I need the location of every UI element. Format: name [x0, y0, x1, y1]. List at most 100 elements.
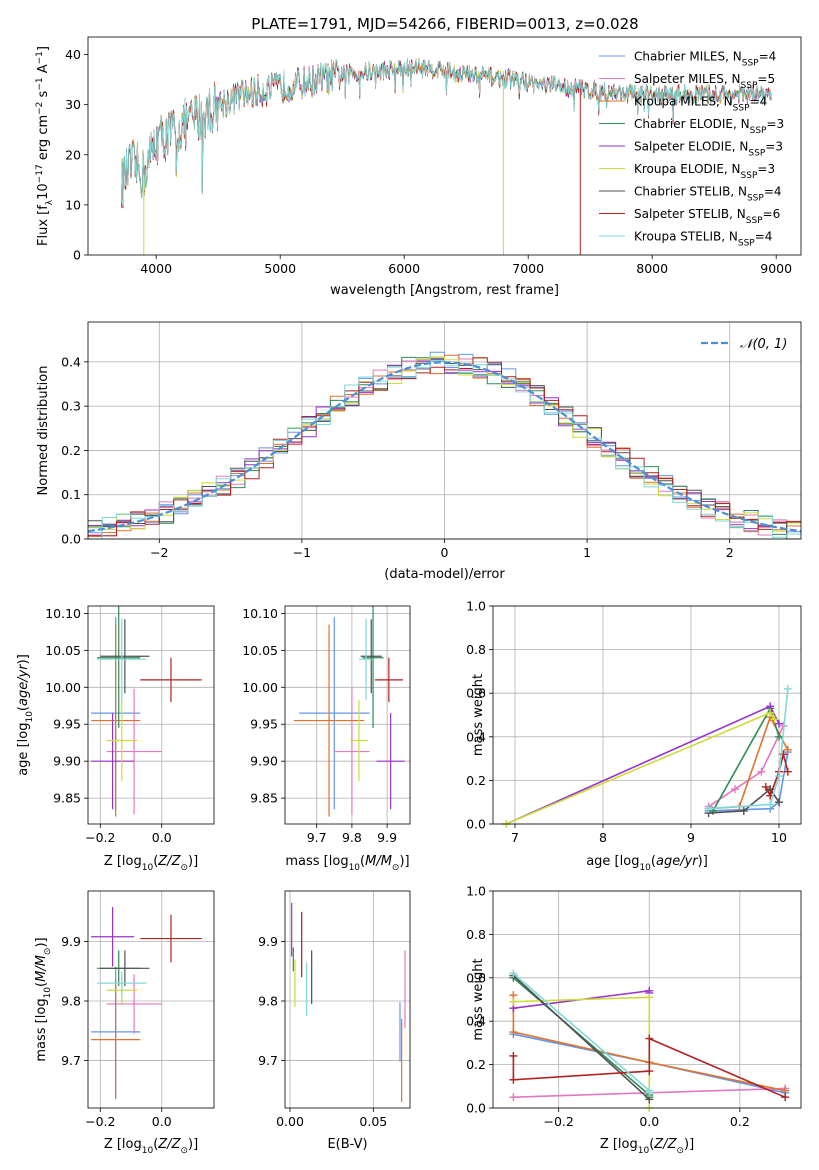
normal-curve [88, 361, 801, 533]
weight-line [513, 996, 651, 1108]
y-tick-label: 9.9 [61, 934, 81, 949]
x-tick-label: 0.0 [152, 1114, 172, 1129]
x-axis-label: (data-model)/error [384, 567, 505, 582]
legend-entry: Chabrier STELIB, NSSP=4 [634, 185, 782, 204]
weight-line [708, 688, 789, 810]
x-tick-label: 8000 [636, 261, 668, 276]
x-tick-label: 0.00 [276, 1114, 304, 1129]
y-tick-label: 20 [65, 147, 81, 162]
residual-histogram-plot: −2 −1 0 1 2 0.0 0.1 0.2 0.3 0.4 (data-model)/error… [36, 321, 802, 582]
y-tick-label: 1.0 [466, 599, 486, 614]
axes-frame [284, 890, 411, 1109]
x-axis-label: Z [log10(Z/Z⊙)] [104, 854, 198, 873]
y-tick-label: 0.4 [466, 1014, 486, 1029]
x-tick-label: 5000 [264, 261, 296, 276]
x-tick-label: 9000 [760, 261, 792, 276]
axes-frame [87, 321, 802, 540]
y-tick-label: 0.8 [466, 642, 486, 657]
x-tick-label: 9.7 [307, 830, 327, 845]
x-tick-label: 9.8 [342, 830, 362, 845]
y-tick-label: 0.0 [61, 532, 81, 547]
legend-entry: Chabrier ELODIE, NSSP=3 [634, 117, 784, 136]
y-tick-label: 9.8 [61, 993, 81, 1008]
weight-line [708, 715, 789, 810]
legend-entry: Kroupa MILES, NSSP=4 [634, 95, 767, 114]
spectrum-line [121, 57, 772, 205]
x-tick-label: 6000 [388, 261, 420, 276]
y-axis-label: mass weight [471, 958, 486, 1040]
y-tick-label: 0.1 [61, 487, 81, 502]
x-tick-label: 0.0 [152, 830, 172, 845]
y-tick-label: 40 [65, 47, 81, 62]
weight-line [512, 975, 650, 1100]
mass-weight-vs-age-plot: 7 8 9 10 0.0 0.2 0.4 0.6 0.8 1.0 mass weight age [l… [466, 599, 802, 873]
y-tick-label: 10.10 [242, 606, 278, 621]
y-tick-label: 9.95 [53, 717, 81, 732]
x-axis-label: Z [log10(Z/Z⊙)] [104, 1137, 198, 1156]
legend-entry: Salpeter ELODIE, NSSP=3 [634, 140, 783, 159]
x-tick-label: 9.9 [377, 830, 397, 845]
legend-entry: Chabrier MILES, NSSP=4 [634, 50, 776, 69]
weight-line [708, 725, 785, 808]
spectrum-legend: Chabrier MILES, NSSP=4 Salpeter MILES, NS… [599, 50, 784, 249]
x-tick-label: 10 [771, 830, 787, 845]
y-tick-label: 0.6 [466, 970, 486, 985]
legend-entry: Salpeter MILES, NSSP=5 [634, 72, 775, 91]
normal-curve-legend-label: 𝒩(0, 1) [740, 337, 787, 352]
y-tick-label: 30 [65, 97, 81, 112]
legend-entry: Kroupa STELIB, NSSP=4 [634, 230, 772, 249]
mass-vs-extinction-plot: 0.00 0.05 9.7 9.8 9.9 E(B-V) [258, 890, 411, 1152]
x-tick-label: 1 [583, 545, 591, 560]
weight-line [512, 995, 786, 1092]
y-tick-label: 0.3 [61, 399, 81, 414]
x-axis-label: mass [log10(M/M⊙)] [285, 854, 409, 873]
y-tick-label: 0 [73, 248, 81, 263]
y-tick-label: 10.05 [242, 643, 278, 658]
x-tick-label: 9 [687, 830, 695, 845]
y-tick-label: 9.85 [53, 791, 81, 806]
x-tick-label: 4000 [140, 261, 172, 276]
y-axis-label: Flux [fλ10−17 erg cm−2 s−1 A−1] [35, 46, 55, 246]
y-tick-label: 9.8 [258, 993, 278, 1008]
y-tick-label: 9.95 [250, 717, 278, 732]
x-tick-label: 0.2 [730, 1114, 750, 1129]
y-axis-label: mass [log10(M/M⊙)] [34, 937, 53, 1061]
x-tick-label: −0.2 [543, 1114, 573, 1129]
y-tick-label: 10.10 [45, 606, 81, 621]
axes-frame [87, 36, 802, 256]
x-tick-label: 0.0 [639, 1114, 659, 1129]
legend-entry: Kroupa ELODIE, NSSP=3 [634, 162, 775, 181]
x-axis-label: wavelength [Angstrom, rest frame] [330, 283, 559, 298]
y-axis-label: mass weight [471, 674, 486, 756]
y-tick-label: 0.0 [466, 817, 486, 832]
y-tick-label: 0.2 [61, 443, 81, 458]
x-tick-label: −1 [293, 545, 311, 560]
y-tick-label: 9.7 [61, 1053, 81, 1068]
mass-vs-metallicity-plot: −0.2 0.0 9.7 9.8 9.9 Z [log10(Z/Z⊙)] mass [log… [34, 890, 215, 1156]
y-tick-label: 9.85 [250, 791, 278, 806]
legend-entry: Salpeter STELIB, NSSP=6 [634, 207, 780, 226]
y-tick-label: 0.4 [61, 354, 81, 369]
x-tick-label: 0 [441, 545, 449, 560]
axes-frame [492, 890, 802, 1109]
axes-frame [492, 605, 802, 825]
y-tick-label: 9.7 [258, 1053, 278, 1068]
x-tick-label: 2 [726, 545, 734, 560]
y-tick-label: 0.0 [466, 1101, 486, 1116]
weight-line [708, 787, 780, 814]
y-tick-label: 0.2 [466, 1057, 486, 1072]
age-vs-metallicity-plot: −0.2 0.0 9.85 9.90 9.95 10.00 10.05 10.10 Z [log… [16, 605, 215, 873]
y-tick-label: 0.4 [466, 729, 486, 744]
y-tick-label: 9.90 [53, 754, 81, 769]
x-tick-label: −0.2 [85, 830, 115, 845]
y-tick-label: 10.00 [242, 680, 278, 695]
y-tick-label: 9.9 [258, 934, 278, 949]
x-axis-label: age [log10(age/yr)] [586, 854, 708, 873]
y-axis-label: Normed distribution [36, 366, 51, 496]
x-tick-label: 8 [599, 830, 607, 845]
spectrum-plot: 4000 5000 6000 7000 8000 9000 0 10 20 30 40 wavelen… [35, 36, 802, 298]
y-axis-label: age [log10(age/yr)] [16, 654, 35, 776]
mass-weight-vs-metallicity-plot: −0.2 0.0 0.2 0.0 0.2 0.4 0.6 0.8 1.0 mass weight Z… [466, 884, 802, 1156]
age-vs-mass-plot: 9.7 9.8 9.9 9.85 9.90 9.95 10.00 10.05 10.10 mass… [242, 605, 411, 873]
